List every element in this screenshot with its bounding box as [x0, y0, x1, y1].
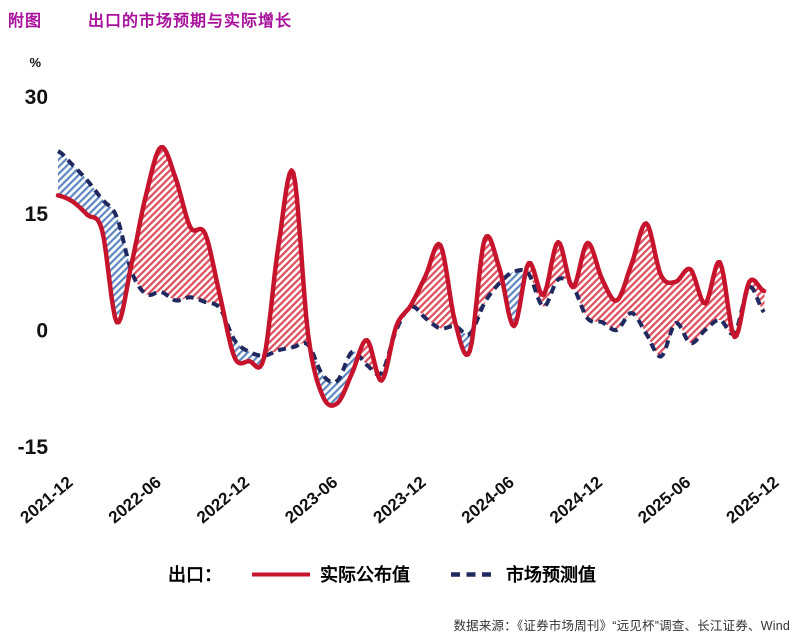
legend-actual-label: 实际公布值 — [320, 565, 410, 585]
actual-line-swatch-icon — [252, 572, 310, 576]
y-axis-unit-label: % — [29, 55, 41, 70]
x-axis-tick: 2022-06 — [105, 473, 165, 528]
legend-forecast-label: 市场预测值 — [506, 565, 596, 585]
legend-prefix: 出口： — [168, 565, 222, 585]
y-axis-tick: -15 — [18, 436, 49, 459]
y-axis-tick: 30 — [25, 86, 48, 109]
data-source-note: 数据来源：《证券市场周刊》“远见杯”调查、长江证券、Wind — [453, 619, 790, 633]
figure-tag: 附图 — [8, 13, 43, 30]
x-axis-tick: 2023-12 — [370, 473, 430, 528]
chart-legend: 出口： 实际公布值 市场预测值 — [168, 561, 596, 587]
x-axis-tick-labels: 2021-12 2022-06 2022-12 2023-06 2023-12 2024-… — [17, 473, 783, 528]
actual-above-fill — [129, 147, 765, 376]
x-axis-tick: 2025-06 — [634, 473, 694, 528]
page-title: 出口的市场预期与实际增长 — [88, 13, 293, 30]
y-axis-tick: 15 — [25, 203, 49, 226]
x-axis-tick: 2021-12 — [17, 473, 77, 528]
figure-title-row: 附图 出口的市场预期与实际增长 — [8, 7, 292, 31]
x-axis-tick: 2023-06 — [281, 473, 341, 528]
forecast-line-swatch-icon — [451, 571, 495, 577]
forecast-line — [57, 149, 766, 385]
x-axis-tick: 2024-12 — [546, 473, 606, 528]
x-axis-tick: 2025-12 — [723, 473, 783, 528]
x-axis-tick: 2024-06 — [458, 473, 518, 528]
y-axis-tick-labels: 30 15 0 -15 — [18, 86, 49, 459]
series-lines — [55, 144, 767, 408]
between-curves-fills — [58, 147, 765, 406]
x-axis-tick: 2022-12 — [193, 473, 253, 528]
y-axis-tick: 0 — [36, 320, 48, 343]
actual-line — [55, 144, 767, 408]
